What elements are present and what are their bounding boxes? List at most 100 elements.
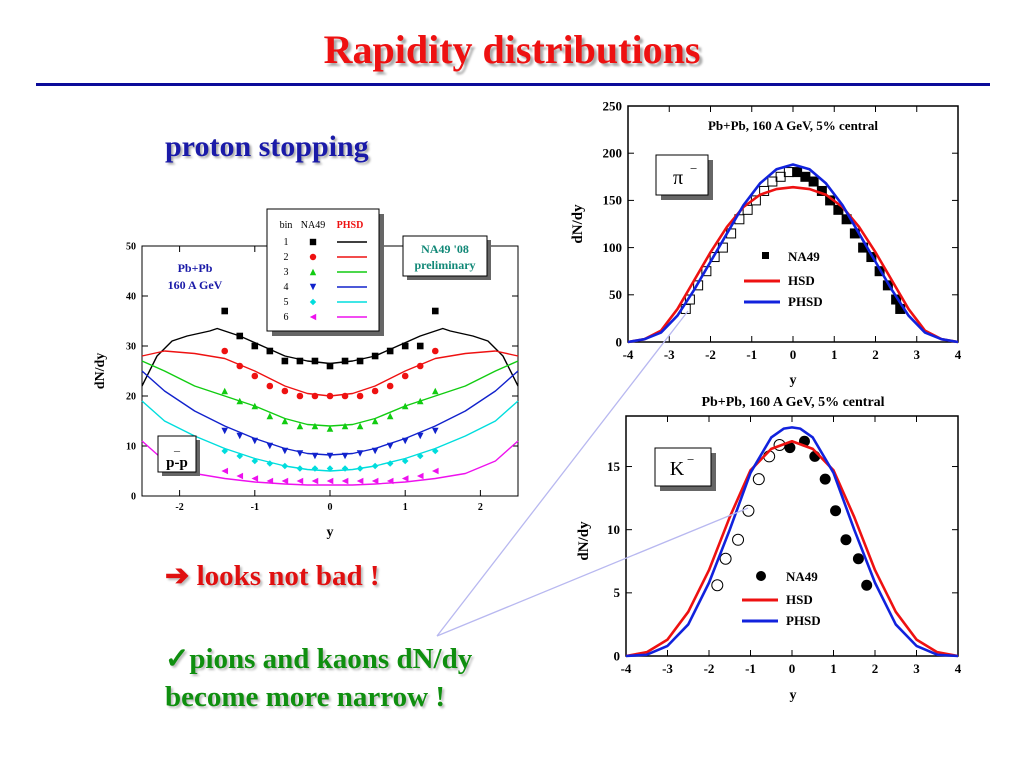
- proton-na49-point-bin-4: [386, 442, 394, 450]
- pion-na49-point: [808, 176, 819, 187]
- kaon-na49-point: [830, 505, 842, 517]
- proton-na49-point-bin-2: [326, 392, 334, 400]
- arrow-icon: ➔: [165, 560, 190, 592]
- proton-na49-point-bin-3: [311, 422, 319, 430]
- legend-bin-label: 4: [284, 282, 289, 293]
- pion-na49-point: [833, 204, 844, 215]
- proton-na49-point-bin-6: [221, 467, 229, 475]
- legend-marker-bin-2: [309, 253, 317, 261]
- proton-points-layer: [221, 307, 439, 485]
- na49-preliminary-line2: preliminary: [414, 258, 475, 272]
- bullet-looks-not-bad: ➔ looks not bad !: [165, 558, 379, 593]
- pp-label: p-p: [166, 455, 188, 471]
- proton-na49-point-bin-5: [386, 460, 394, 467]
- pion-y-label: dN/dy: [570, 204, 586, 244]
- proton-na49-point-bin-1: [236, 332, 244, 340]
- proton-na49-point-bin-3: [296, 422, 304, 430]
- pp-box: ¯ p-p: [157, 435, 200, 476]
- proton-na49-point-bin-4: [221, 427, 229, 435]
- proton-na49-point-bin-4: [401, 437, 409, 445]
- pion-hsd-curve: [627, 185, 959, 344]
- legend-rows: 1 2 3 4 5 6: [284, 237, 367, 323]
- legend-header-na49: NA49: [301, 220, 325, 231]
- pion-particle-charge: −: [690, 161, 697, 176]
- subtitle: proton stopping: [165, 130, 369, 163]
- pion-chart: -4 -3 -2 -1 0 1 2 3 4 0 50 100 150 200 250 Pb+Pb, 160 …: [570, 98, 962, 388]
- proton-na49-point-bin-3: [236, 397, 244, 405]
- proton-na49-point-bin-5: [341, 465, 349, 472]
- proton-na49-point-bin-2: [416, 362, 424, 370]
- proton-na49-point-bin-4: [356, 450, 364, 457]
- pion-x-tick-label: -1: [746, 347, 757, 362]
- proton-na49-point-bin-5: [221, 447, 229, 455]
- proton-phsd-curve-bin-2: [141, 350, 519, 397]
- legend-bin-label: 6: [284, 312, 289, 323]
- proton-na49-point-bin-3: [431, 387, 439, 395]
- proton-x-tick-label: -2: [175, 502, 183, 513]
- proton-na49-point-bin-3: [356, 422, 364, 430]
- proton-na49-point-bin-4: [281, 447, 289, 455]
- pion-legend-na49: NA49: [788, 249, 820, 264]
- proton-na49-point-bin-1: [341, 357, 349, 365]
- kaon-particle-symbol: K: [670, 458, 685, 480]
- kaon-na49-reflected-point: [742, 504, 755, 517]
- proton-na49-point-bin-2: [251, 372, 259, 380]
- proton-na49-point-bin-2: [236, 362, 244, 370]
- kaon-na49-point: [852, 553, 864, 565]
- pion-y-tick-label: 100: [603, 240, 623, 255]
- proton-na49-point-bin-2: [356, 392, 364, 400]
- proton-na49-point-bin-1: [431, 307, 439, 315]
- proton-na49-point-bin-1: [386, 347, 394, 355]
- kaon-y-tick-label: 0: [614, 648, 621, 663]
- proton-na49-point-bin-2: [296, 392, 304, 400]
- pion-particle-symbol: π: [673, 167, 683, 189]
- proton-na49-point-bin-4: [236, 432, 244, 440]
- pion-na49-point: [800, 171, 811, 182]
- proton-na49-point-bin-5: [251, 457, 259, 465]
- pion-x-tick-label: 4: [955, 347, 962, 362]
- proton-na49-point-bin-5: [326, 465, 334, 472]
- bin-legend: bin NA49 PHSD 1 2 3 4 5 6: [266, 208, 384, 336]
- pion-x-tick-label: 3: [914, 347, 921, 362]
- proton-na49-point-bin-6: [311, 477, 319, 485]
- kaon-x-tick-label: 0: [789, 661, 796, 676]
- proton-na49-point-bin-1: [326, 362, 334, 370]
- proton-na49-point-bin-2: [266, 382, 274, 390]
- proton-na49-point-bin-6: [416, 472, 424, 480]
- pion-na49-point: [841, 214, 852, 225]
- kaon-y-tick-label: 15: [607, 459, 621, 474]
- pion-legend-na49-marker: [762, 252, 769, 259]
- proton-na49-point-bin-4: [326, 452, 334, 460]
- legend-header-bin: bin: [280, 220, 293, 231]
- pion-na49-point: [792, 167, 803, 178]
- proton-na49-point-bin-1: [281, 357, 289, 365]
- legend-marker-bin-3: [309, 268, 317, 276]
- title-divider: [36, 83, 990, 86]
- pion-na49-point: [895, 303, 906, 314]
- proton-y-tick-label: 10: [126, 441, 136, 452]
- legend-bin-label: 5: [284, 297, 289, 308]
- proton-na49-point-bin-2: [371, 387, 379, 395]
- kaon-particle-charge: −: [687, 452, 694, 467]
- bullet1-text: looks not bad !: [196, 560, 380, 592]
- proton-na49-point-bin-6: [296, 477, 304, 485]
- pion-x-tick-label: 2: [872, 347, 879, 362]
- proton-na49-point-bin-2: [311, 392, 319, 400]
- kaon-legend-na49: NA49: [786, 569, 818, 584]
- proton-na49-point-bin-3: [221, 387, 229, 395]
- pion-x-label: y: [790, 373, 797, 388]
- proton-na49-point-bin-3: [416, 397, 424, 405]
- bullet-pions-kaons: ✓pions and kaons dN/dy become more narro…: [165, 640, 472, 716]
- pion-legend: NA49 HSD PHSD: [744, 249, 823, 309]
- kaon-x-tick-label: 2: [872, 661, 879, 676]
- pion-na49-point: [849, 228, 860, 239]
- proton-na49-point-bin-1: [401, 342, 409, 350]
- proton-na49-point-bin-4: [371, 447, 379, 455]
- kaon-title: Pb+Pb, 160 A GeV, 5% central: [701, 395, 884, 410]
- proton-na49-point-bin-3: [281, 417, 289, 425]
- proton-na49-point-bin-5: [296, 465, 304, 472]
- pion-phsd-curve: [627, 163, 959, 344]
- kaon-na49-point: [784, 442, 796, 454]
- proton-y-label: dN/dy: [93, 353, 108, 390]
